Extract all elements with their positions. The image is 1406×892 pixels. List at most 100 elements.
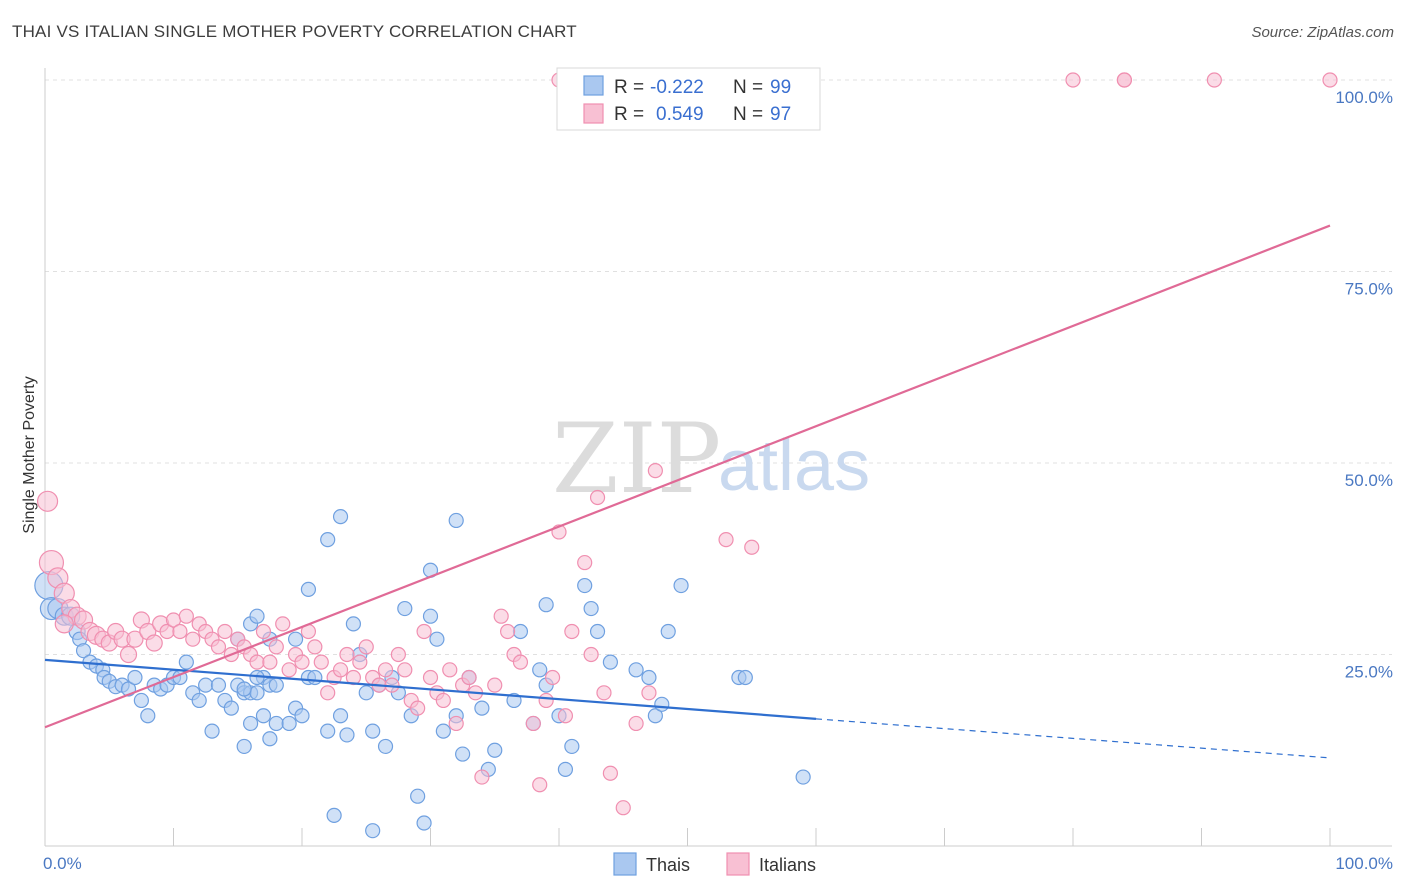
point-thais-54 xyxy=(307,669,323,686)
point-italians-85 xyxy=(602,765,619,781)
point-thais-24 xyxy=(178,654,194,670)
point-thais-35 xyxy=(249,685,265,701)
point-thais-48 xyxy=(262,731,278,747)
point-italians-top-3 xyxy=(1322,72,1338,88)
legend-r-value-thais: -0.222 xyxy=(650,77,704,98)
point-thais-31 xyxy=(223,700,239,716)
point-thais-49 xyxy=(268,715,284,732)
point-italians-38 xyxy=(281,662,297,678)
x-tick-label-1: 100.0% xyxy=(1335,854,1393,873)
point-thais-68 xyxy=(397,600,413,617)
point-thais-92 xyxy=(628,662,644,678)
point-thais-47 xyxy=(255,708,272,724)
bottom-legend-thais: Thais xyxy=(646,855,690,875)
trend-line-italians xyxy=(44,224,1331,729)
y-tick-label-1: 50.0% xyxy=(1345,471,1393,490)
point-thais-57 xyxy=(320,723,336,739)
tick-labels: 25.0% 50.0% 75.0% 100.0% 0.0% 100.0% xyxy=(43,88,1393,873)
point-italians-83 xyxy=(589,489,606,506)
point-thais-7 xyxy=(75,643,92,659)
point-thais-62 xyxy=(358,685,374,701)
point-italians-76 xyxy=(538,692,554,709)
point-thais-96 xyxy=(660,623,676,640)
point-thais-63 xyxy=(365,723,381,739)
point-thais-90 xyxy=(589,623,606,640)
point-thais-73 xyxy=(435,723,451,739)
point-italians-88 xyxy=(641,685,657,701)
point-thais-79 xyxy=(487,742,503,758)
point-thais-26 xyxy=(191,692,207,709)
y-tick-label-3: 100.0% xyxy=(1335,88,1393,107)
chart-title: THAI VS ITALIAN SINGLE MOTHER POVERTY CO… xyxy=(12,22,577,41)
trend-line-thais-extension xyxy=(815,718,1331,759)
point-thais-52 xyxy=(294,708,310,724)
legend-r-value-italians: 0.549 xyxy=(656,104,704,125)
point-italians-92 xyxy=(54,614,74,634)
point-italians-top-1 xyxy=(1116,72,1133,88)
point-thais-107 xyxy=(737,669,753,686)
point-italians-59 xyxy=(416,623,432,640)
point-italians-13 xyxy=(119,645,138,664)
point-thais-38 xyxy=(268,677,284,693)
point-italians-53 xyxy=(377,662,394,678)
point-italians-55 xyxy=(390,646,406,663)
point-thais-77 xyxy=(474,700,490,716)
point-italians-34 xyxy=(255,623,272,640)
point-italians-17 xyxy=(145,634,163,652)
point-thais-87 xyxy=(564,738,580,755)
bottom-legend-swatch-thais xyxy=(613,852,637,876)
point-italians-35 xyxy=(262,654,278,670)
point-thais-91 xyxy=(602,654,619,670)
point-italians-22 xyxy=(178,608,194,624)
legend-n-value-italians: 97 xyxy=(770,104,791,125)
point-italians-56 xyxy=(397,662,413,678)
point-thais-108 xyxy=(795,769,811,785)
point-italians-42 xyxy=(307,639,323,655)
point-italians-62 xyxy=(435,692,451,709)
point-italians-86 xyxy=(615,800,631,816)
point-italians-79 xyxy=(557,708,574,724)
bottom-legend: Thais Italians xyxy=(613,852,816,876)
point-italians-70 xyxy=(493,608,509,624)
point-italians-top-0 xyxy=(1065,72,1081,88)
legend: R = -0.222 N = 99 R = 0.549 N = 97 xyxy=(556,67,821,131)
point-thais-104 xyxy=(365,823,381,839)
watermark: ZIP atlas xyxy=(552,403,870,515)
bottom-legend-italians: Italians xyxy=(759,855,816,875)
point-thais-45 xyxy=(243,715,259,732)
point-italians-36 xyxy=(268,639,284,655)
point-thais-28 xyxy=(204,723,220,739)
point-thais-46 xyxy=(236,738,252,755)
point-thais-72 xyxy=(429,631,445,647)
point-italians-33 xyxy=(249,654,265,670)
point-thais-81 xyxy=(512,623,529,640)
legend-r-label-thais: R = xyxy=(614,77,644,98)
point-thais-27 xyxy=(198,677,214,693)
point-thais-88 xyxy=(577,577,593,594)
point-italians-50 xyxy=(358,639,374,655)
point-italians-82 xyxy=(583,646,599,663)
point-italians-66 xyxy=(461,669,477,686)
watermark-zip: ZIP xyxy=(552,403,721,515)
point-italians-37 xyxy=(275,616,291,632)
y-tick-label-2: 75.0% xyxy=(1345,280,1393,299)
point-thais-93 xyxy=(641,669,657,686)
point-thais-70 xyxy=(410,788,426,804)
legend-r-label-italians: R = xyxy=(614,104,644,125)
point-italians-80 xyxy=(564,623,580,640)
bottom-legend-swatch-italians xyxy=(726,852,750,876)
point-thais-71 xyxy=(422,608,439,624)
point-thais-94 xyxy=(647,708,663,724)
point-italians-0 xyxy=(36,490,59,512)
legend-swatch-thais xyxy=(583,75,604,96)
legend-n-value-thais: 99 xyxy=(770,77,791,98)
y-tick-label-0: 25.0% xyxy=(1345,663,1393,682)
point-italians-75 xyxy=(532,777,548,793)
point-italians-40 xyxy=(294,654,310,670)
point-italians-27 xyxy=(210,639,227,655)
axes xyxy=(44,68,1392,847)
point-italians-49 xyxy=(352,654,368,670)
point-italians-47 xyxy=(339,646,355,663)
point-italians-44 xyxy=(320,685,336,701)
